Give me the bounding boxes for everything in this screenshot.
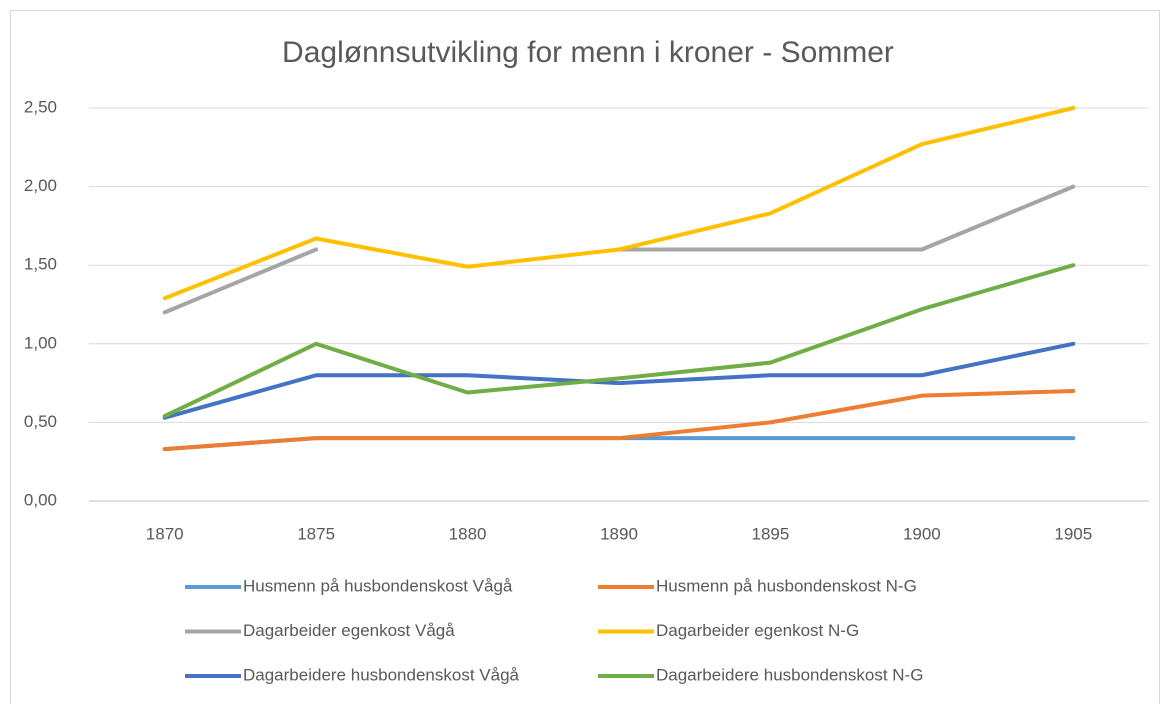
series-line [162,106,1076,301]
series-line [162,263,1076,419]
legend-label: Dagarbeidere husbondenskost Vågå [243,665,520,684]
x-tick-label: 1900 [903,524,941,543]
chart-title: Daglønnsutvikling for menn i kroner - So… [282,36,894,69]
legend-label: Dagarbeider egenkost N-G [656,621,859,640]
y-tick-label: 1,50 [24,255,57,274]
x-tick-label: 1890 [600,524,638,543]
y-tick-label: 2,50 [24,97,57,116]
series-line [162,341,1076,420]
y-tick-label: 0,00 [24,490,57,509]
legend-label: Husmenn på husbondenskost N-G [656,576,917,595]
x-tick-label: 1895 [752,524,790,543]
legend-label: Husmenn på husbondenskost Vågå [243,576,513,595]
series-line [162,388,1076,452]
y-tick-label: 2,00 [24,176,57,195]
x-tick-label: 1905 [1054,524,1092,543]
x-tick-label: 1870 [146,524,184,543]
y-tick-label: 1,00 [24,333,57,352]
series-line [162,184,1076,315]
x-tick-label: 1875 [297,524,335,543]
legend-label: Dagarbeider egenkost Vågå [243,621,455,640]
legend-label: Dagarbeidere husbondenskost N-G [656,665,923,684]
y-tick-label: 0,50 [24,412,57,431]
chart-border [10,10,1160,704]
x-tick-label: 1880 [449,524,487,543]
